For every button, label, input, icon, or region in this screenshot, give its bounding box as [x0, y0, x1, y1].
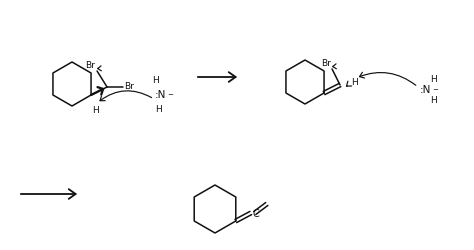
Text: H: H — [91, 106, 99, 114]
Text: Br: Br — [321, 59, 331, 68]
Text: C: C — [253, 208, 260, 218]
Text: H: H — [155, 104, 163, 114]
Text: :N: :N — [155, 90, 166, 100]
Text: H: H — [430, 96, 438, 104]
Text: H: H — [351, 78, 357, 87]
Text: −: − — [167, 92, 173, 98]
Text: −: − — [432, 87, 438, 93]
Text: Br: Br — [85, 61, 95, 70]
Text: :N: :N — [420, 85, 431, 94]
Text: Br: Br — [124, 82, 134, 91]
Text: H: H — [153, 76, 159, 85]
Text: H: H — [430, 75, 438, 84]
